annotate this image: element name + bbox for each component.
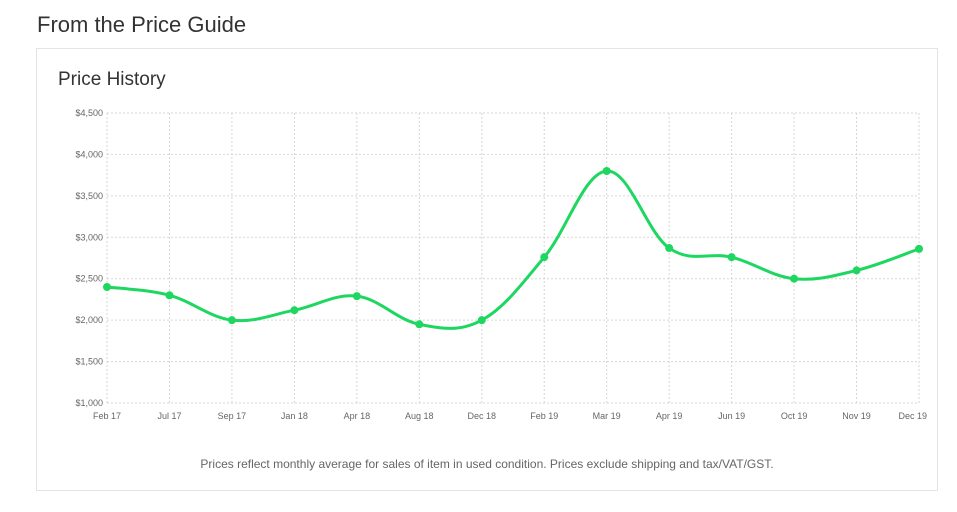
grid — [106, 112, 920, 404]
y-tick-label: $3,000 — [75, 232, 103, 242]
data-point[interactable] — [727, 253, 736, 262]
y-tick-label: $2,000 — [75, 315, 103, 325]
data-point[interactable] — [665, 244, 674, 253]
y-tick-label: $4,000 — [75, 149, 103, 159]
x-axis-ticks: Feb 17 Jul 17 Sep 17 Jan 18 Apr 18 Aug 18 Dec … — [93, 411, 927, 421]
x-tick-label: Feb 17 — [93, 411, 121, 421]
data-point[interactable] — [227, 316, 236, 325]
data-points — [103, 167, 923, 329]
data-point[interactable] — [165, 291, 174, 300]
x-tick-label: Apr 18 — [344, 411, 371, 421]
price-history-chart: $1,000 $1,500 $2,000 $2,500 $3,000 $3,500 $4,0… — [75, 108, 927, 421]
section-title: From the Price Guide — [37, 12, 247, 37]
y-axis-ticks: $1,000 $1,500 $2,000 $2,500 $3,000 $3,500 $4,0… — [75, 108, 103, 408]
data-point[interactable] — [790, 274, 799, 283]
price-footnote: Prices reflect monthly average for sales… — [200, 457, 774, 471]
data-point[interactable] — [477, 316, 486, 325]
x-tick-label: Jun 19 — [718, 411, 745, 421]
series-line-group — [105, 169, 921, 330]
data-point[interactable] — [103, 283, 111, 291]
x-tick-label: Feb 19 — [530, 411, 558, 421]
x-tick-label: Nov 19 — [842, 411, 871, 421]
x-tick-label: Mar 19 — [593, 411, 621, 421]
y-tick-label: $1,500 — [75, 357, 103, 367]
data-point[interactable] — [290, 306, 299, 315]
x-tick-label: Dec 19 — [898, 411, 927, 421]
x-tick-label: Jul 17 — [157, 411, 181, 421]
y-tick-label: $3,500 — [75, 191, 103, 201]
x-tick-label: Sep 17 — [218, 411, 247, 421]
price-history-card: Price History $1,000 $1,500 $2,000 $2,500 $3… — [36, 48, 938, 491]
x-tick-label: Oct 19 — [781, 411, 808, 421]
series-line — [105, 169, 921, 330]
data-point[interactable] — [540, 253, 549, 262]
y-tick-label: $1,000 — [75, 398, 103, 408]
data-point[interactable] — [602, 167, 611, 175]
data-point[interactable] — [352, 292, 361, 301]
data-point[interactable] — [415, 320, 424, 329]
data-point[interactable] — [915, 244, 923, 253]
x-tick-label: Jan 18 — [281, 411, 308, 421]
y-tick-label: $4,500 — [75, 108, 103, 118]
card-title: Price History — [58, 69, 166, 90]
data-point[interactable] — [852, 266, 861, 275]
x-tick-label: Aug 18 — [405, 411, 434, 421]
x-tick-label: Dec 18 — [468, 411, 497, 421]
y-tick-label: $2,500 — [75, 274, 103, 284]
x-tick-label: Apr 19 — [656, 411, 683, 421]
